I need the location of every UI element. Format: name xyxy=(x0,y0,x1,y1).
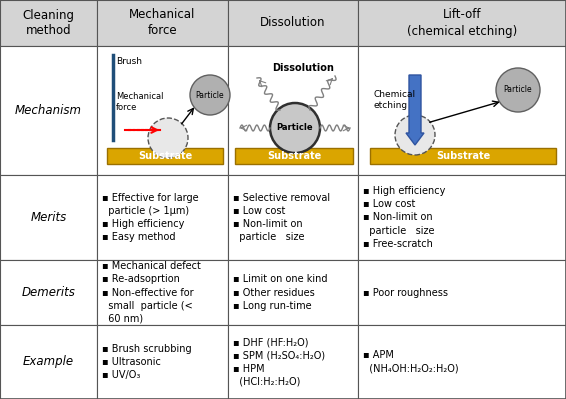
Bar xyxy=(228,325,358,399)
Text: ▪ Selective removal
▪ Low cost
▪ Non-limit on
  particle   size: ▪ Selective removal ▪ Low cost ▪ Non-lim… xyxy=(233,193,330,242)
Bar xyxy=(358,260,566,325)
Bar xyxy=(97,260,228,325)
Text: Substrate: Substrate xyxy=(267,151,321,161)
Text: Dissolution: Dissolution xyxy=(272,63,334,73)
Bar xyxy=(228,46,358,175)
Bar xyxy=(97,46,228,175)
Bar xyxy=(0,0,97,46)
Text: Brush: Brush xyxy=(116,57,142,66)
Text: Lift-off
(chemical etching): Lift-off (chemical etching) xyxy=(407,8,517,38)
Bar xyxy=(235,148,353,164)
Bar xyxy=(97,175,228,260)
Text: Particle: Particle xyxy=(196,91,224,99)
Text: ▪ Limit on one kind
▪ Other residues
▪ Long run-time: ▪ Limit on one kind ▪ Other residues ▪ L… xyxy=(233,274,328,311)
Text: ▪ Mechanical defect
▪ Re-adsoprtion
▪ Non-effective for
  small  particle (<
  6: ▪ Mechanical defect ▪ Re-adsoprtion ▪ No… xyxy=(102,261,201,324)
Text: Substrate: Substrate xyxy=(138,151,192,161)
Text: Demerits: Demerits xyxy=(22,286,75,299)
Bar xyxy=(228,260,358,325)
Bar xyxy=(0,325,97,399)
Text: Chemical
etching: Chemical etching xyxy=(374,90,416,110)
Bar xyxy=(358,46,566,175)
Bar xyxy=(0,46,97,175)
Bar xyxy=(370,148,556,164)
Bar xyxy=(228,175,358,260)
Text: Merits: Merits xyxy=(31,211,67,224)
Text: ▪ Brush scrubbing
▪ Ultrasonic
▪ UV/O₃: ▪ Brush scrubbing ▪ Ultrasonic ▪ UV/O₃ xyxy=(102,344,192,380)
Text: Dissolution: Dissolution xyxy=(260,16,326,30)
Bar xyxy=(97,325,228,399)
Bar xyxy=(358,325,566,399)
Text: Cleaning
method: Cleaning method xyxy=(23,8,75,38)
Text: ▪ High efficiency
▪ Low cost
▪ Non-limit on
  particle   size
▪ Free-scratch: ▪ High efficiency ▪ Low cost ▪ Non-limit… xyxy=(363,186,445,249)
Circle shape xyxy=(395,115,435,155)
Bar xyxy=(0,260,97,325)
Text: Mechanical
force: Mechanical force xyxy=(129,8,196,38)
Bar xyxy=(358,175,566,260)
Circle shape xyxy=(496,68,540,112)
Bar xyxy=(0,175,97,260)
Bar xyxy=(358,0,566,46)
Text: Example: Example xyxy=(23,356,74,369)
Bar xyxy=(228,0,358,46)
Circle shape xyxy=(270,103,320,153)
Bar xyxy=(97,0,228,46)
Text: Mechanical
force: Mechanical force xyxy=(116,92,164,112)
Text: ▪ Poor roughness: ▪ Poor roughness xyxy=(363,288,448,298)
Circle shape xyxy=(190,75,230,115)
FancyArrow shape xyxy=(406,75,424,145)
Text: ▪ DHF (HF:H₂O)
▪ SPM (H₂SO₄:H₂O)
▪ HPM
  (HCl:H₂:H₂O): ▪ DHF (HF:H₂O) ▪ SPM (H₂SO₄:H₂O) ▪ HPM (… xyxy=(233,337,325,387)
Text: ▪ APM
  (NH₄OH:H₂O₂:H₂O): ▪ APM (NH₄OH:H₂O₂:H₂O) xyxy=(363,350,458,373)
Text: Substrate: Substrate xyxy=(436,151,490,161)
Bar xyxy=(107,148,223,164)
Text: ▪ Effective for large
  particle (> 1μm)
▪ High efficiency
▪ Easy method: ▪ Effective for large particle (> 1μm) ▪… xyxy=(102,193,199,242)
Text: Particle: Particle xyxy=(277,124,314,132)
Text: Mechanism: Mechanism xyxy=(15,104,82,117)
Circle shape xyxy=(148,118,188,158)
Text: Particle: Particle xyxy=(504,85,532,95)
